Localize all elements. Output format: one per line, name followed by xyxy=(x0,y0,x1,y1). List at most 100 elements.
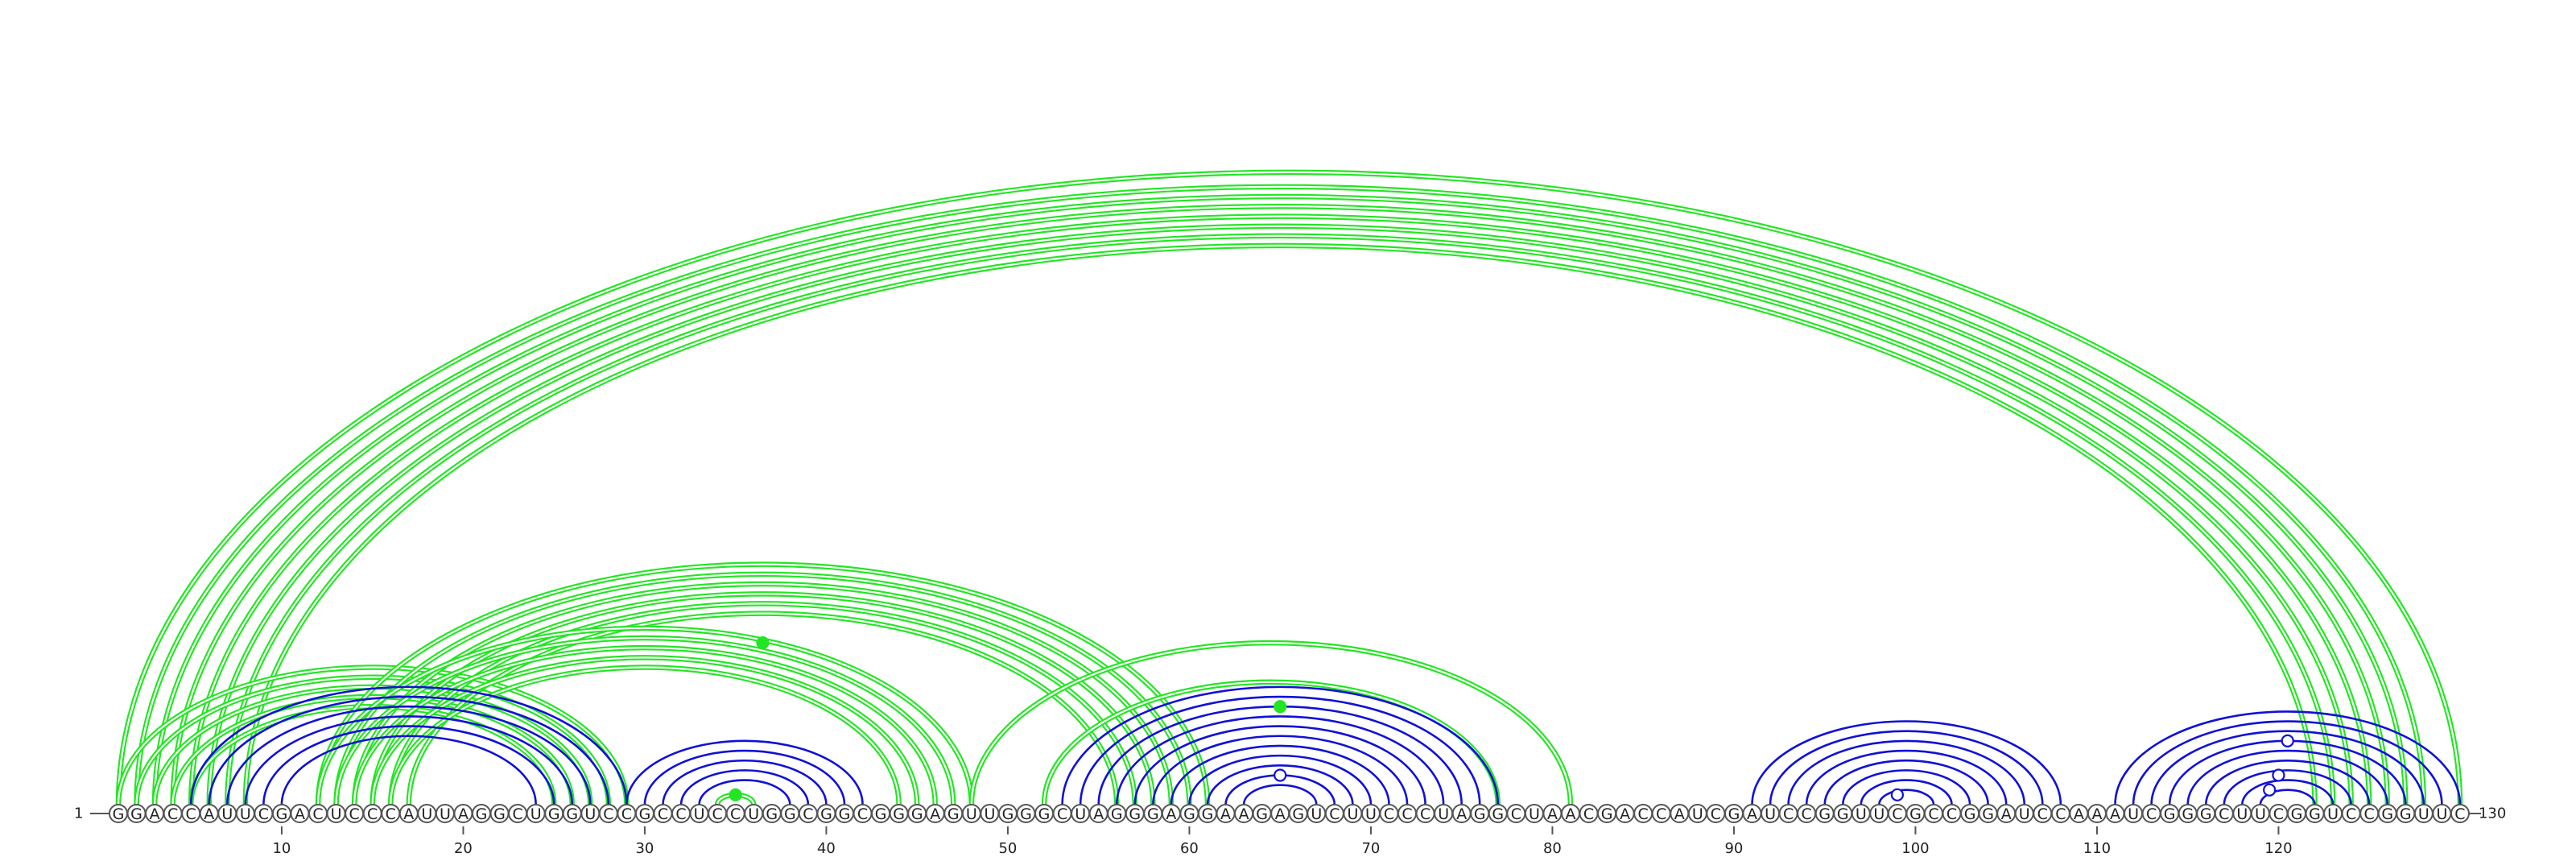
nucleotide: A xyxy=(2087,804,2107,823)
base-pair-arc xyxy=(2223,769,2352,806)
nucleotide: G xyxy=(2178,804,2198,823)
nucleotide-letter: C xyxy=(1656,805,1666,823)
nucleotide: C xyxy=(2214,804,2234,823)
nucleotide: G xyxy=(1960,804,1980,823)
nucleotide-letter: C xyxy=(1783,805,1794,823)
nucleotide-letter: U xyxy=(1347,805,1358,823)
nucleotide-letter: U xyxy=(984,805,995,823)
position-axis: 10 20 30 40 50 60 70 80 90 100 110 120 xyxy=(272,826,2293,857)
nucleotide-letter: G xyxy=(1964,805,1976,823)
base-pair-arc xyxy=(1188,754,1373,806)
nucleotide: G xyxy=(1179,804,1199,823)
nucleotide: U xyxy=(526,804,546,823)
base-pair-arc xyxy=(2150,730,2425,806)
base-pair-arc xyxy=(1133,725,1426,806)
nucleotide-letter: A xyxy=(1456,805,1467,823)
nucleotide: U xyxy=(1071,804,1091,823)
nucleotide-letter: G xyxy=(113,805,125,823)
base-pair-arc xyxy=(662,759,828,806)
nucleotide: U xyxy=(2432,804,2452,823)
base-pair-arc xyxy=(2186,749,2389,806)
nucleotide: G xyxy=(762,804,782,823)
base-pair-arc xyxy=(1878,789,1935,806)
nucleotide-letter: C xyxy=(1802,805,1812,823)
nucleotide: G xyxy=(1978,804,1998,823)
nucleotide-letter: C xyxy=(2346,805,2356,823)
open-marker xyxy=(2263,783,2277,797)
filled-marker xyxy=(1274,700,1287,714)
nucleotide: C xyxy=(2141,804,2161,823)
base-pair-arc xyxy=(189,685,628,806)
nucleotide-letter: A xyxy=(1239,805,1249,823)
open-marker xyxy=(2281,734,2294,747)
base-pair-arc xyxy=(1751,720,2062,806)
base-pair-arc xyxy=(1242,784,1318,806)
nucleotide: G xyxy=(2396,804,2416,823)
nucleotide: G xyxy=(871,804,891,823)
nucleotide: G xyxy=(271,804,291,823)
nucleotide-letter: C xyxy=(1946,805,1957,823)
nucleotide: U xyxy=(744,804,764,823)
nucleotide: G xyxy=(1597,804,1617,823)
base-pair-arc xyxy=(2132,720,2443,806)
nucleotide: C xyxy=(181,804,201,823)
nucleotide: A xyxy=(398,804,419,823)
tick-label: 30 xyxy=(635,840,654,857)
nucleotide-letter: C xyxy=(1384,805,1394,823)
nucleotide: C xyxy=(598,804,618,823)
nucleotide-letter: G xyxy=(2381,805,2393,823)
nucleotide: G xyxy=(2377,804,2397,823)
nucleotide: A xyxy=(1542,804,1563,823)
open-marker xyxy=(1274,768,1287,782)
nucleotide-letter: A xyxy=(1275,805,1286,823)
base-pair-arc xyxy=(1170,744,1390,806)
nucleotide-letter: G xyxy=(476,805,488,823)
nucleotide-letter: G xyxy=(911,805,923,823)
tick-label: 90 xyxy=(1724,840,1743,857)
nucleotide-letter: C xyxy=(1329,805,1340,823)
nucleotide: A xyxy=(925,804,945,823)
nucleotide: A xyxy=(1216,804,1236,823)
nucleotide-letter: G xyxy=(1038,805,1051,823)
nucleotide: G xyxy=(1905,804,1926,823)
tick-label: 60 xyxy=(1180,840,1199,857)
nucleotide: G xyxy=(943,804,964,823)
nucleotide-letter: A xyxy=(930,805,940,823)
base-pair-arc xyxy=(1805,749,2008,806)
nucleotide: C xyxy=(1415,804,1435,823)
nucleotide-letter: G xyxy=(1256,805,1268,823)
nucleotide-letter: G xyxy=(784,805,796,823)
base-pair-arc xyxy=(1115,715,1445,806)
base-pair-arc xyxy=(226,705,592,806)
nucleotide-letter: G xyxy=(493,805,506,823)
nucleotide-letter: U xyxy=(331,805,342,823)
nucleotide-letter: A xyxy=(1220,805,1231,823)
alt-arc-core xyxy=(226,234,2334,806)
nucleotide: C xyxy=(725,804,745,823)
base-pair-arc xyxy=(2114,710,2462,806)
alt-arc-core xyxy=(171,205,2388,806)
nucleotide-letter: U xyxy=(2327,805,2339,823)
tick-label: 50 xyxy=(998,840,1017,857)
nucleotide: G xyxy=(1488,804,1508,823)
alt-arc-core xyxy=(244,244,2316,806)
nucleotide: G xyxy=(780,804,800,823)
nucleotide: U xyxy=(689,804,709,823)
nucleotide-letter: C xyxy=(2364,805,2375,823)
nucleotide: C xyxy=(1778,804,1798,823)
nucleotide: G xyxy=(816,804,836,823)
nucleotide: C xyxy=(1324,804,1344,823)
nucleotide: A xyxy=(1088,804,1108,823)
base-pair-arc xyxy=(280,735,537,806)
nucleotide-letter: G xyxy=(766,805,778,823)
nucleotide-letter: A xyxy=(295,805,305,823)
nucleotide-letter: G xyxy=(1111,805,1123,823)
nucleotide: A xyxy=(2105,804,2125,823)
nucleotide-letter: U xyxy=(748,805,759,823)
nucleotide: G xyxy=(1107,804,1127,823)
base-pair-arc xyxy=(643,749,846,806)
nucleotide-letter: A xyxy=(1620,805,1630,823)
nucleotide: C xyxy=(381,804,401,823)
nucleotide: A xyxy=(2069,804,2089,823)
